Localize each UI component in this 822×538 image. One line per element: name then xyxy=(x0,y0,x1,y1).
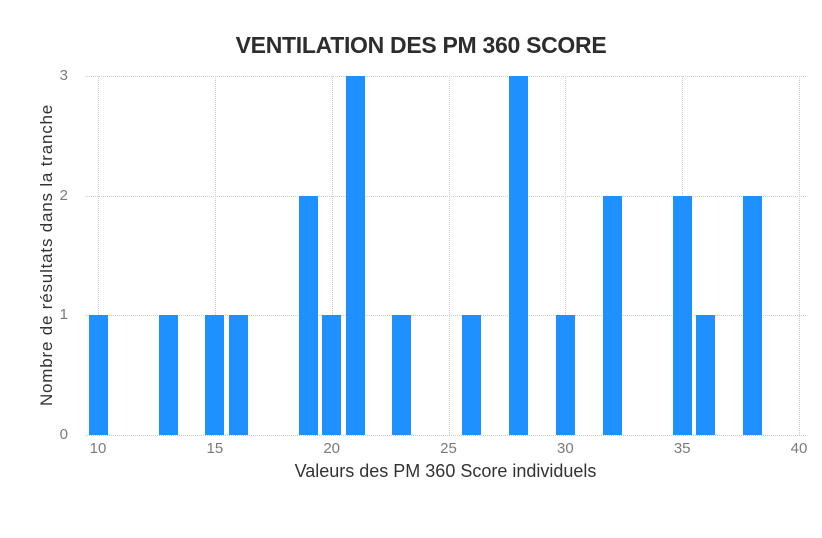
x-tick-label: 30 xyxy=(556,440,574,457)
histogram-bar-x15 xyxy=(205,315,225,435)
histogram-bar-x38 xyxy=(742,195,762,435)
y-axis-label-text: Nombre de résultats dans la tranche xyxy=(37,103,56,407)
y-tick-label: 2 xyxy=(59,186,68,204)
vertical-gridline xyxy=(98,76,99,435)
histogram-bar-x35 xyxy=(672,195,692,435)
histogram-bar-x23 xyxy=(392,315,412,435)
y-tick-label: 0 xyxy=(59,426,68,443)
horizontal-gridline xyxy=(85,435,806,436)
vertical-gridline xyxy=(448,76,450,435)
histogram-bar-x19 xyxy=(298,195,318,435)
horizontal-gridline xyxy=(85,315,806,317)
histogram-bar-x28 xyxy=(509,76,529,435)
histogram-bar-x16 xyxy=(228,315,248,435)
x-tick-label: 10 xyxy=(89,440,107,457)
x-tick-label: 25 xyxy=(440,440,457,457)
histogram-bar-x30 xyxy=(555,315,575,435)
histogram-bar-x13 xyxy=(158,315,178,435)
x-tick-label: 40 xyxy=(790,440,808,457)
histogram-bar-x26 xyxy=(462,315,482,435)
histogram-bar-x36 xyxy=(696,315,716,435)
y-tick-label: 1 xyxy=(59,306,68,324)
histogram-bar-x21 xyxy=(345,76,365,435)
horizontal-gridline xyxy=(85,76,806,77)
x-tick-label: 20 xyxy=(323,440,340,457)
histogram-bar-x32 xyxy=(602,195,622,435)
histogram-bar-x20 xyxy=(322,315,342,435)
x-tick-label: 35 xyxy=(673,440,691,457)
vertical-gridline xyxy=(214,76,216,435)
x-tick-label: 15 xyxy=(206,440,224,457)
chart-title: VENTILATION DES PM 360 SCORE xyxy=(235,32,607,58)
plot-area xyxy=(85,76,806,436)
vertical-gridline xyxy=(565,76,567,435)
y-tick-label: 3 xyxy=(59,67,68,84)
vertical-gridline xyxy=(331,76,333,435)
vertical-gridline xyxy=(799,76,800,435)
histogram-bar-x10 xyxy=(88,315,108,435)
horizontal-gridline xyxy=(85,195,806,197)
x-axis-label: Valeurs des PM 360 Score individuels xyxy=(294,461,597,481)
